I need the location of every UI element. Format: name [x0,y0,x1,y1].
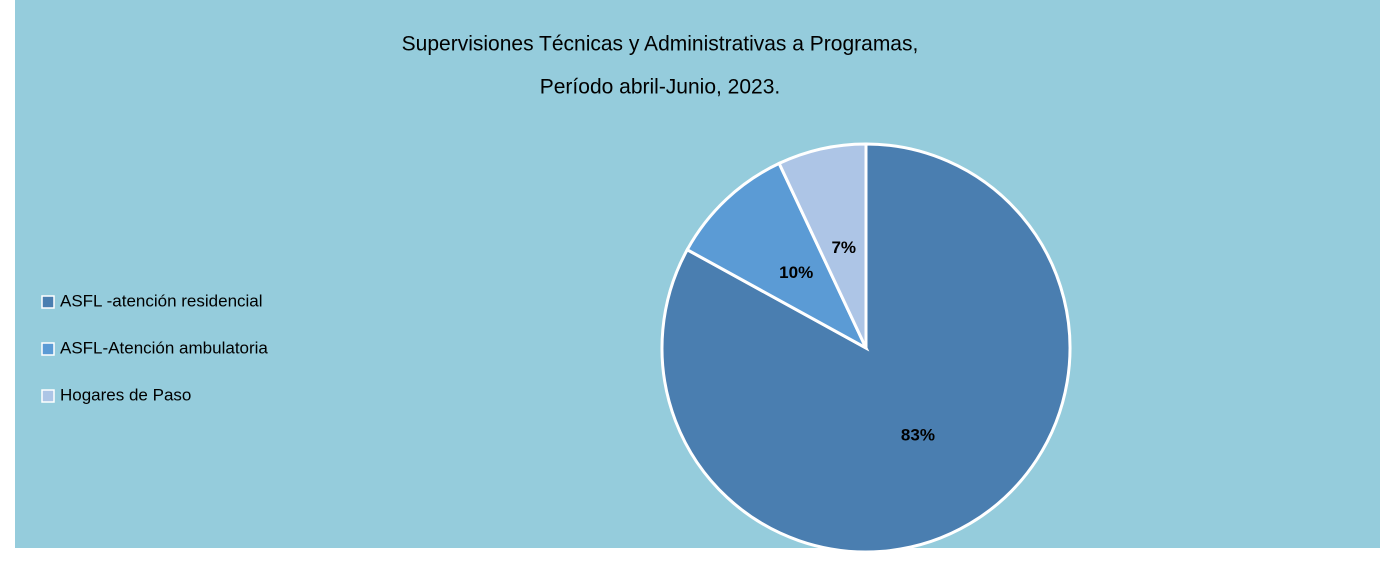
pie-slice [685,161,870,352]
legend-swatch [41,295,55,309]
data-label: 7% [831,238,856,257]
data-label: 83% [901,425,935,444]
legend-label: ASFL-Atención ambulatoria [60,338,268,357]
pie-slice [777,142,868,349]
legend-label: ASFL -atención residencial [60,291,263,310]
data-label: 10% [779,263,813,282]
chart-title: Supervisiones Técnicas y Administrativas… [402,33,919,56]
legend-swatch [41,389,55,403]
legend-label: Hogares de Paso [60,385,191,404]
legend-swatch [41,342,55,356]
chart-subtitle: Período abril-Junio, 2023. [540,76,781,99]
